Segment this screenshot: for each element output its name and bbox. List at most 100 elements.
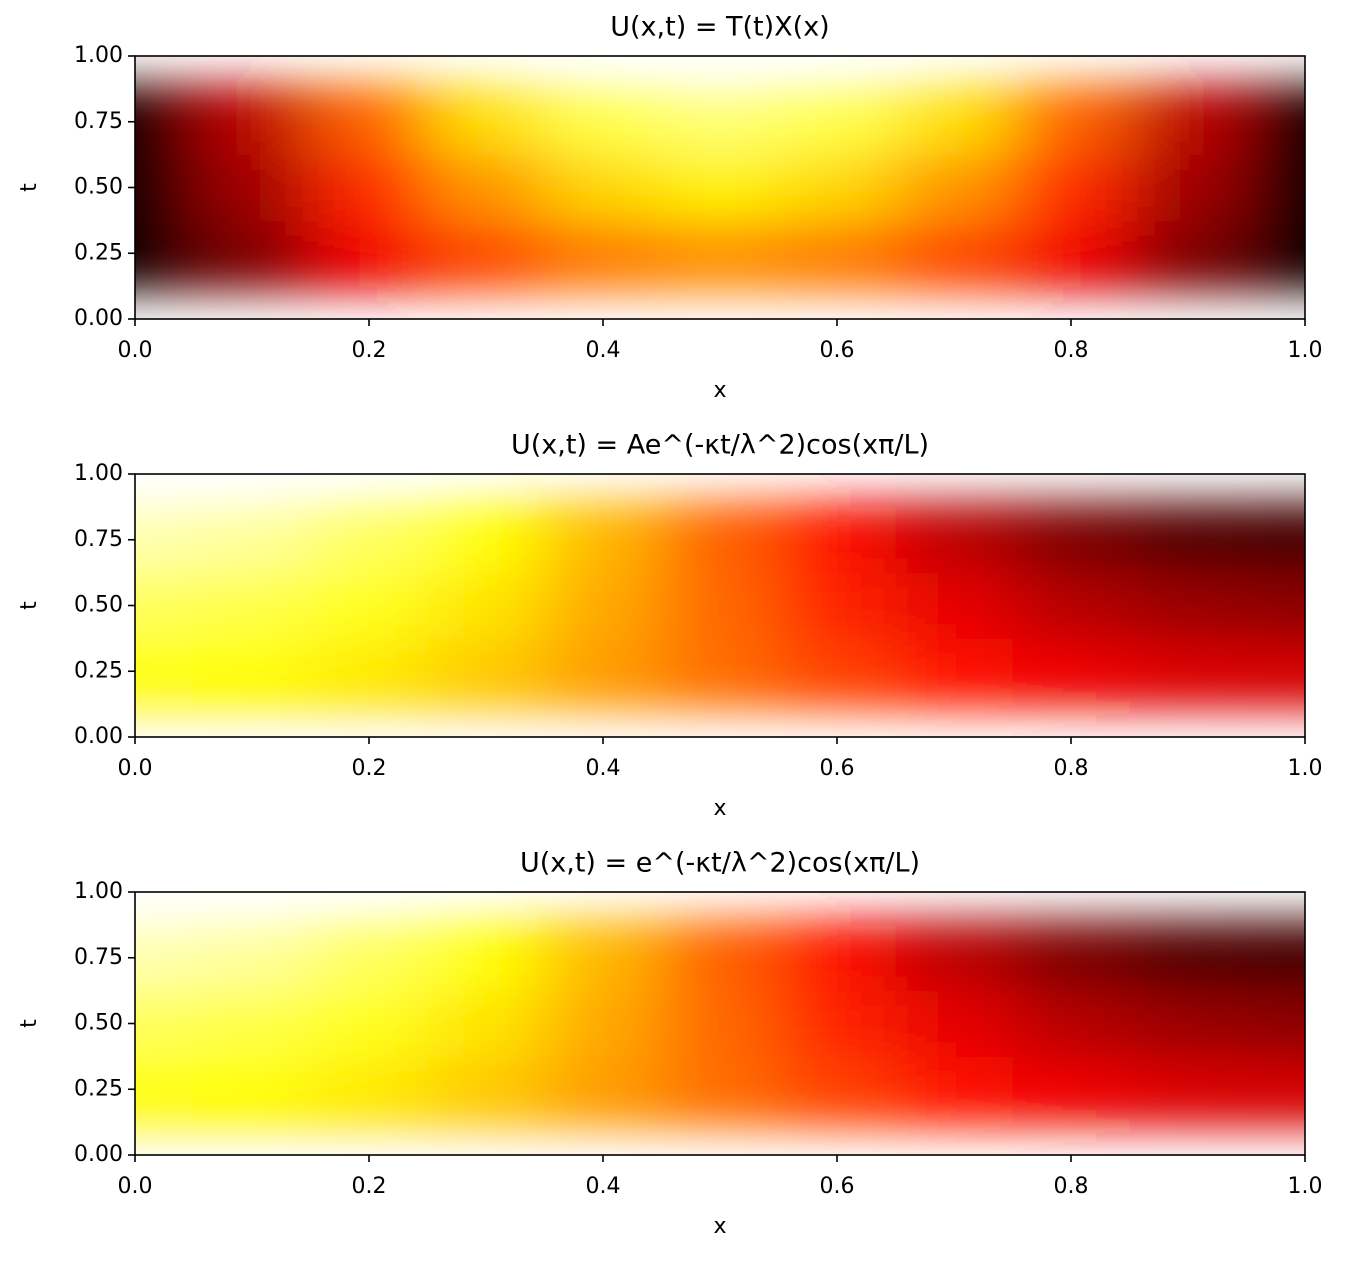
heatmap-cell	[310, 220, 428, 287]
heatmap-cell	[1129, 919, 1247, 926]
y-tick-label: 0.75	[74, 527, 123, 552]
heatmap-cell	[310, 1122, 428, 1129]
heatmap-cell	[778, 506, 896, 574]
heatmap-cell	[661, 990, 779, 1057]
heatmap-cell	[1129, 506, 1247, 574]
heatmap-cell	[544, 919, 662, 926]
heatmap-cell	[895, 220, 1013, 287]
heatmap-cell	[1012, 286, 1130, 293]
heatmap-cell	[310, 704, 428, 711]
heatmap-cell	[895, 990, 1013, 1057]
heatmap-cell	[895, 1122, 1013, 1129]
heatmap-cell	[895, 88, 1013, 156]
heatmap-cell	[1012, 704, 1130, 711]
heatmap-cell	[544, 154, 662, 221]
heatmap-cell	[427, 704, 545, 711]
x-tick-label: 1.0	[1288, 756, 1323, 781]
heatmap-cell	[193, 1122, 311, 1129]
heatmap-cell	[427, 572, 545, 639]
heatmap-cell	[427, 1056, 545, 1123]
heatmap-cell	[544, 501, 662, 508]
heatmap-cell	[135, 919, 194, 926]
heatmap-cell	[778, 286, 896, 293]
heatmap-cell	[135, 83, 194, 90]
heatmap-cell	[1246, 1056, 1305, 1123]
heatmap-cell	[1012, 1056, 1130, 1123]
heatmap-cell	[1246, 506, 1305, 574]
heatmap-cell	[895, 1056, 1013, 1123]
heatmap-cell	[193, 506, 311, 574]
heatmap-cell	[1012, 506, 1130, 574]
heatmap-cell	[778, 88, 896, 156]
heatmap-cell	[1129, 154, 1247, 221]
heatmap-cell	[135, 924, 194, 992]
y-axis-label: t	[17, 1019, 42, 1028]
heatmap-cell	[193, 83, 311, 90]
x-tick-label: 0.0	[118, 338, 153, 363]
heatmap	[135, 83, 1305, 293]
heatmap-cell	[193, 220, 311, 287]
x-axis-label: x	[713, 378, 726, 403]
heatmap-cell	[544, 83, 662, 90]
x-tick-label: 0.8	[1054, 338, 1089, 363]
y-tick-label: 1.00	[74, 879, 123, 904]
heatmap-cell	[778, 638, 896, 705]
heatmap-cell	[310, 154, 428, 221]
heatmap-cell	[661, 1056, 779, 1123]
y-tick-label: 0.50	[74, 175, 123, 200]
heatmap-cell	[193, 924, 311, 992]
heatmap-cell	[778, 990, 896, 1057]
chart-title: U(x,t) = T(t)X(x)	[610, 12, 829, 43]
heatmap-cell	[310, 501, 428, 508]
heatmap-cell	[427, 154, 545, 221]
heatmap-cell	[544, 704, 662, 711]
heatmap-cell	[1129, 572, 1247, 639]
heatmap-cell	[427, 919, 545, 926]
heatmap-cell	[895, 83, 1013, 90]
heatmap-cell	[310, 83, 428, 90]
heatmap-cell	[895, 506, 1013, 574]
heatmap-cell	[1012, 154, 1130, 221]
heatmap-cell	[193, 919, 311, 926]
heatmap-cell	[661, 572, 779, 639]
heatmap-cell	[895, 501, 1013, 508]
heatmap-cell	[1246, 286, 1305, 293]
heatmap-cell	[1129, 638, 1247, 705]
heatmap	[135, 919, 1305, 1129]
heatmap-cell	[778, 704, 896, 711]
heatmap-cell	[427, 1122, 545, 1129]
heatmap-cell	[1012, 572, 1130, 639]
heatmap-cells	[135, 501, 1305, 711]
chart-title: U(x,t) = e^(-κt/λ^2)cos(xπ/L)	[520, 848, 920, 879]
heatmap	[135, 501, 1305, 711]
heatmap-cell	[310, 919, 428, 926]
heatmap-cell	[1129, 990, 1247, 1057]
heatmap-cell	[1012, 990, 1130, 1057]
heatmap-cell	[427, 924, 545, 992]
heatmap-cell	[778, 154, 896, 221]
heatmap-cell	[1129, 924, 1247, 992]
heatmap-cell	[1246, 220, 1305, 287]
heatmap-cell	[193, 501, 311, 508]
y-axis-label: t	[17, 183, 42, 192]
heatmap-cell	[310, 638, 428, 705]
heatmap-cell	[778, 220, 896, 287]
y-tick-label: 1.00	[74, 43, 123, 68]
heatmap-cell	[310, 924, 428, 992]
heatmap-cell	[427, 88, 545, 156]
heatmap-cell	[310, 286, 428, 293]
heatmap-cell	[544, 88, 662, 156]
heatmap-cell	[895, 638, 1013, 705]
heatmap-cell	[661, 506, 779, 574]
x-tick-label: 0.0	[118, 1174, 153, 1199]
heatmap-cell	[193, 704, 311, 711]
y-tick-label: 0.50	[74, 593, 123, 618]
heatmap-cell	[135, 638, 194, 705]
heatmap-cell	[135, 88, 194, 156]
x-axis-label: x	[713, 796, 726, 821]
heatmap-cell	[193, 154, 311, 221]
heatmap-cell	[193, 638, 311, 705]
heatmap-cell	[1246, 704, 1305, 711]
heatmap-cell	[193, 990, 311, 1057]
heatmap-cell	[544, 1122, 662, 1129]
